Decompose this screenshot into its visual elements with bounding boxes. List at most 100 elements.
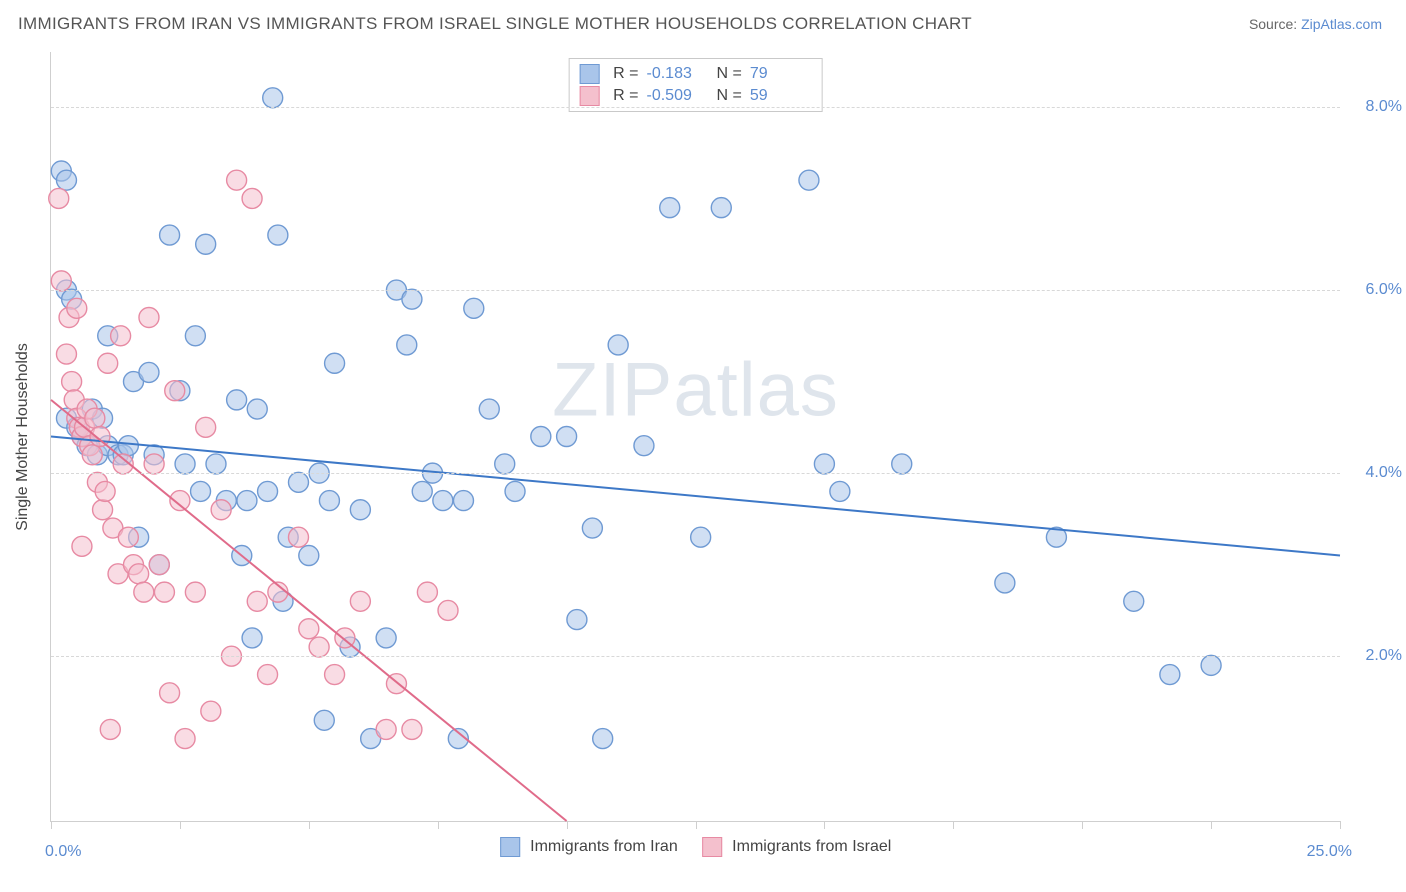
- data-point: [160, 225, 180, 245]
- data-point: [608, 335, 628, 355]
- data-point: [247, 591, 267, 611]
- x-tick: [1340, 821, 1341, 829]
- data-point: [56, 344, 76, 364]
- data-point: [593, 729, 613, 749]
- data-point: [93, 500, 113, 520]
- data-point: [531, 427, 551, 447]
- r-label: R =: [613, 65, 638, 83]
- data-point: [201, 701, 221, 721]
- data-point: [799, 170, 819, 190]
- r-value-iran: -0.183: [647, 65, 709, 83]
- data-point: [206, 454, 226, 474]
- x-tick: [1211, 821, 1212, 829]
- data-point: [100, 719, 120, 739]
- x-tick: [953, 821, 954, 829]
- data-point: [185, 326, 205, 346]
- data-point: [51, 271, 71, 291]
- data-point: [82, 445, 102, 465]
- data-point: [288, 472, 308, 492]
- legend-item-israel: Immigrants from Israel: [702, 837, 892, 857]
- data-point: [567, 610, 587, 630]
- x-tick: [309, 821, 310, 829]
- data-point: [319, 491, 339, 511]
- scatter-svg: [51, 52, 1340, 821]
- data-point: [227, 390, 247, 410]
- stats-row-iran: R = -0.183 N = 79: [579, 63, 812, 85]
- chart-container: IMMIGRANTS FROM IRAN VS IMMIGRANTS FROM …: [0, 0, 1406, 892]
- data-point: [299, 546, 319, 566]
- data-point: [453, 491, 473, 511]
- x-tick: [696, 821, 697, 829]
- data-point: [438, 600, 458, 620]
- data-point: [711, 198, 731, 218]
- data-point: [185, 582, 205, 602]
- data-point: [350, 500, 370, 520]
- series-legend: Immigrants from Iran Immigrants from Isr…: [500, 837, 892, 857]
- data-point: [814, 454, 834, 474]
- data-point: [175, 729, 195, 749]
- x-max-label: 25.0%: [1307, 843, 1352, 861]
- data-point: [417, 582, 437, 602]
- data-point: [196, 417, 216, 437]
- data-point: [376, 628, 396, 648]
- data-point: [1201, 655, 1221, 675]
- data-point: [85, 408, 105, 428]
- plot-area: Single Mother Households ZIPatlas R = -0…: [50, 52, 1340, 822]
- source-label: Source:: [1249, 16, 1297, 32]
- data-point: [227, 170, 247, 190]
- data-point: [582, 518, 602, 538]
- data-point: [49, 188, 69, 208]
- data-point: [62, 372, 82, 392]
- x-tick: [1082, 821, 1083, 829]
- data-point: [433, 491, 453, 511]
- data-point: [134, 582, 154, 602]
- data-point: [397, 335, 417, 355]
- stats-row-israel: R = -0.509 N = 59: [579, 85, 812, 107]
- x-tick: [824, 821, 825, 829]
- data-point: [325, 665, 345, 685]
- legend-label-iran: Immigrants from Iran: [530, 838, 678, 855]
- gridline-h: [51, 290, 1340, 291]
- gridline-h: [51, 473, 1340, 474]
- data-point: [165, 381, 185, 401]
- data-point: [299, 619, 319, 639]
- data-point: [892, 454, 912, 474]
- data-point: [479, 399, 499, 419]
- y-tick-label: 2.0%: [1366, 647, 1402, 665]
- data-point: [314, 710, 334, 730]
- swatch-israel: [702, 837, 722, 857]
- y-axis-label: Single Mother Households: [14, 343, 32, 531]
- n-value-iran: 79: [750, 65, 812, 83]
- data-point: [95, 481, 115, 501]
- data-point: [830, 481, 850, 501]
- y-tick-label: 4.0%: [1366, 464, 1402, 482]
- r-value-israel: -0.509: [647, 87, 709, 105]
- data-point: [288, 527, 308, 547]
- data-point: [263, 88, 283, 108]
- data-point: [376, 719, 396, 739]
- data-point: [268, 225, 288, 245]
- gridline-h: [51, 656, 1340, 657]
- data-point: [98, 353, 118, 373]
- r-label: R =: [613, 87, 638, 105]
- x-tick: [180, 821, 181, 829]
- data-point: [691, 527, 711, 547]
- trend-line: [51, 400, 567, 821]
- data-point: [412, 481, 432, 501]
- data-point: [325, 353, 345, 373]
- data-point: [350, 591, 370, 611]
- data-point: [660, 198, 680, 218]
- data-point: [118, 436, 138, 456]
- source-link[interactable]: ZipAtlas.com: [1301, 16, 1382, 32]
- data-point: [196, 234, 216, 254]
- data-point: [111, 326, 131, 346]
- data-point: [1160, 665, 1180, 685]
- source-attribution: Source: ZipAtlas.com: [1249, 16, 1382, 32]
- n-label: N =: [717, 65, 742, 83]
- swatch-israel: [579, 86, 599, 106]
- data-point: [160, 683, 180, 703]
- data-point: [139, 362, 159, 382]
- data-point: [242, 188, 262, 208]
- data-point: [118, 527, 138, 547]
- data-point: [258, 665, 278, 685]
